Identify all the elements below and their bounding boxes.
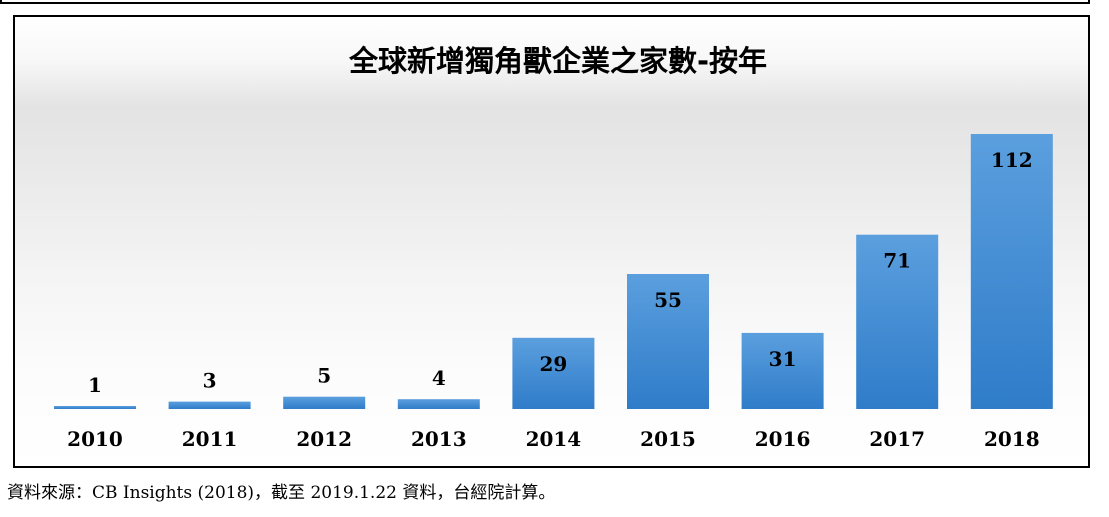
bar-2011 [168, 401, 251, 409]
chart-title: 全球新增獨角獸企業之家數-按年 [348, 44, 767, 78]
x-tick-label-2018: 2018 [984, 427, 1040, 451]
bar-2015 [627, 274, 709, 409]
x-tick-label-2013: 2013 [411, 427, 467, 451]
bar-2016 [741, 332, 824, 409]
bar-2012 [283, 396, 366, 409]
x-tick-label-2015: 2015 [640, 427, 696, 451]
x-tick-label-2014: 2014 [526, 427, 582, 451]
top-border-rule [0, 0, 1090, 4]
source-note: 資料來源：CB Insights (2018)，截至 2019.1.22 資料，… [7, 483, 556, 503]
x-tick-label-2016: 2016 [755, 427, 811, 451]
data-label-2015: 55 [654, 288, 682, 312]
data-label-2011: 3 [203, 369, 217, 393]
data-label-2018: 112 [991, 148, 1033, 172]
bar-2010 [54, 406, 136, 409]
data-label-2017: 71 [883, 249, 911, 273]
x-tick-label-2017: 2017 [869, 427, 925, 451]
bar-2017 [856, 234, 939, 409]
data-label-2016: 31 [769, 347, 797, 371]
chart-frame: 全球新增獨角獸企業之家數-按年 1 2010 3 2011 5 2012 4 2013 29 20… [13, 15, 1090, 468]
data-label-2010: 1 [88, 373, 102, 397]
bar-chart: 全球新增獨角獸企業之家數-按年 1 2010 3 2011 5 2012 4 2013 29 20… [54, 44, 1053, 451]
x-tick-label-2010: 2010 [67, 427, 123, 451]
data-label-2014: 29 [539, 352, 567, 376]
x-tick-label-2012: 2012 [296, 427, 352, 451]
x-tick-label-2011: 2011 [182, 427, 238, 451]
bar-2013 [397, 399, 480, 409]
bar-2014 [512, 337, 595, 409]
data-label-2012: 5 [317, 364, 331, 388]
bar-2018 [970, 134, 1053, 409]
data-label-2013: 4 [432, 366, 446, 390]
